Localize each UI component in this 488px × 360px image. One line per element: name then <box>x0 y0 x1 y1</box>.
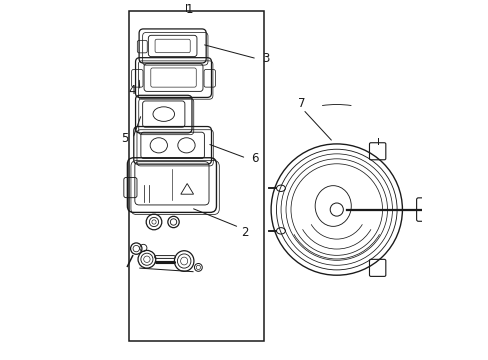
Text: 5: 5 <box>121 132 128 145</box>
Bar <box>129 11 264 341</box>
Text: 3: 3 <box>262 52 269 65</box>
Text: 2: 2 <box>240 226 248 239</box>
Text: 7: 7 <box>297 96 305 109</box>
Text: 4: 4 <box>128 84 136 97</box>
Text: 1: 1 <box>185 3 193 15</box>
Text: 6: 6 <box>251 152 258 165</box>
